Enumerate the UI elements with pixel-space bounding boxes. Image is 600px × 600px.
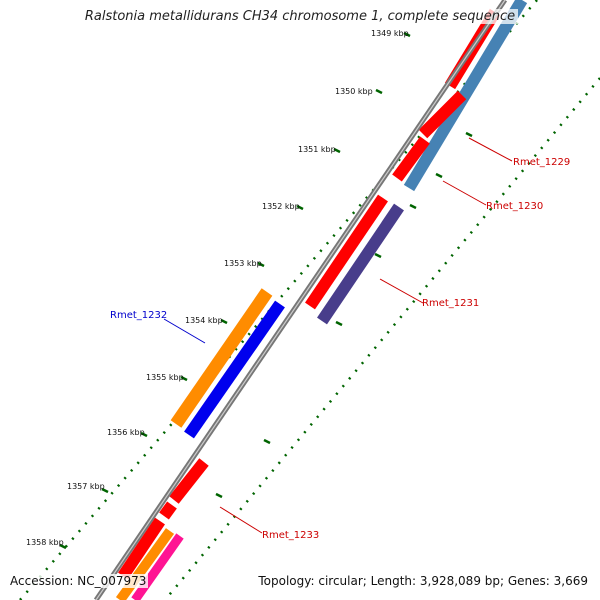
leader-rmet-1231 [379,278,424,304]
ruler-tick [215,492,223,499]
gene-label-rmet-1231[interactable]: Rmet_1231 [422,298,479,309]
steel-blue-feature [403,0,528,192]
leader-rmet-1230 [442,180,487,206]
map-title-text: Ralstonia metallidurans CH34 chromosome … [81,9,519,24]
ruler-tick [257,261,265,268]
accession-text: Accession: NC_007973 [8,574,149,588]
ruler-tick [333,147,341,154]
gene-label-rmet-1229[interactable]: Rmet_1229 [513,157,570,168]
gene-label-rmet-1230[interactable]: Rmet_1230 [486,201,543,212]
ruler-label: 1350 kbp [335,87,373,96]
gene-labels: Rmet_1229 Rmet_1230 Rmet_1231 Rmet_1232 … [110,157,570,541]
cds-feature [418,90,467,139]
ruler-ticks [59,31,473,550]
ruler-label: 1351 kbp [298,145,336,154]
purple-feature [317,203,404,325]
gene-label-rmet-1232[interactable]: Rmet_1232 [110,310,167,321]
cds-feature [169,458,209,504]
orange-feature-rmet-1232 [170,288,273,428]
ruler-tick [335,320,343,327]
ruler-tick [180,375,188,382]
ruler-tick [403,31,411,38]
orange-feature [115,528,175,600]
ruler-tick [59,543,67,550]
ruler-label: 1353 kbp [224,259,262,268]
ruler-label: 1349 kbp [371,29,409,38]
ruler-labels: 1349 kbp 1350 kbp 1351 kbp 1352 kbp 1353… [26,29,409,547]
ruler-label: 1355 kbp [146,373,184,382]
gene-label-rmet-1233[interactable]: Rmet_1233 [262,530,319,541]
steel-blue-track [403,0,528,192]
ruler-tick [220,318,228,325]
cds-feature [305,194,388,310]
leader-rmet-1229 [468,137,513,162]
cds-feature [118,517,165,580]
ruler-tick [409,203,417,210]
ruler-tick [435,172,443,179]
ruler-label: 1354 kbp [185,316,223,325]
ruler-tick [140,431,148,438]
ruler-outer-dotted [19,0,538,600]
map-title: Ralstonia metallidurans CH34 chromosome … [0,9,600,24]
ruler-tick [374,252,382,259]
cds-feature [392,136,430,182]
ruler-tick [263,438,271,445]
ruler-label: 1356 kbp [107,428,145,437]
ruler-label: 1352 kbp [262,202,300,211]
genome-backbone-highlight [95,0,506,600]
ruler-tick [375,88,383,95]
accession-info: Accession: NC_007973 [8,574,149,588]
genome-summary-text: Topology: circular; Length: 3,928,089 bp… [256,574,590,588]
ruler-tick [296,204,304,211]
ruler-label: 1358 kbp [26,538,64,547]
ruler-tick [465,131,473,138]
blue-feature [184,300,285,439]
pink-feature [131,533,184,600]
cds-feature [159,501,177,520]
ruler-tick [101,487,109,494]
leader-rmet-1233 [219,506,263,534]
ruler-label: 1357 kbp [67,482,105,491]
label-leaders [163,137,513,534]
leader-rmet-1232 [163,318,206,344]
orange-track [115,288,273,600]
genome-summary: Topology: circular; Length: 3,928,089 bp… [256,574,590,588]
